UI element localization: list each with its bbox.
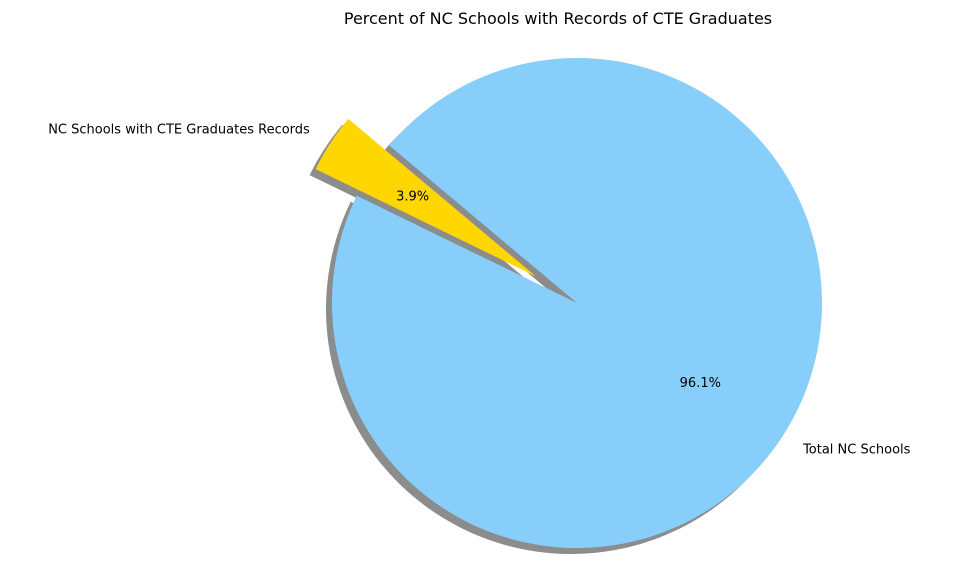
chart-title: Percent of NC Schools with Records of CT…: [344, 9, 772, 28]
pie-slice-nc-schools-with-cte-graduates-records: [315, 118, 536, 277]
pie-percent-label-total-nc-schools: 96.1%: [680, 376, 721, 391]
pie-slice-layer: [315, 58, 822, 549]
pie-label-layer: 3.9% NC Schools with CTE Graduates Record…: [48, 123, 910, 458]
pie-percent-label-nc-schools-with-cte-graduates-records: 3.9%: [396, 189, 429, 204]
pie-slice-total-nc-schools: [331, 58, 822, 549]
pie-slice-label-nc-schools-with-cte-graduates-records: NC Schools with CTE Graduates Records: [48, 123, 310, 138]
pie-slice-label-total-nc-schools: Total NC Schools: [802, 443, 911, 458]
